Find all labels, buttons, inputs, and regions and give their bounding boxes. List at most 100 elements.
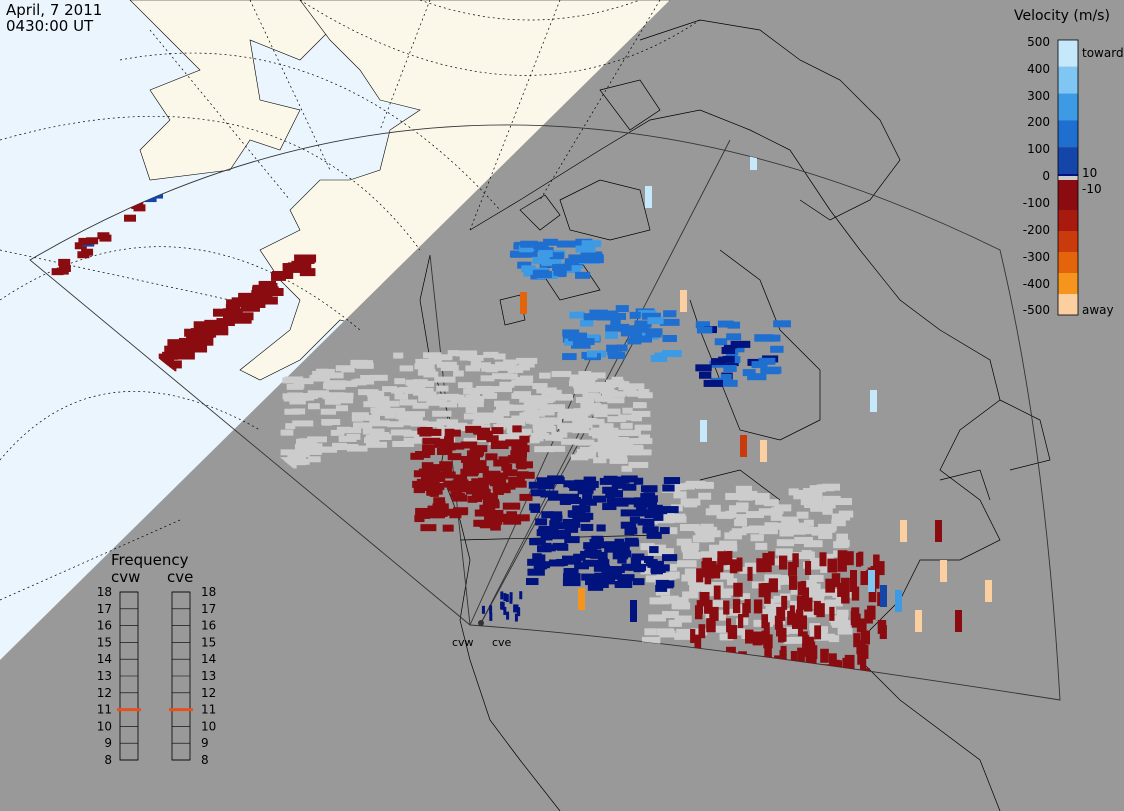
- scatter-cell: [783, 553, 795, 561]
- scatter-cell: [415, 451, 431, 459]
- scatter-cell: [481, 605, 485, 614]
- scatter-cell: [562, 329, 580, 337]
- scatter-cell: [722, 355, 735, 363]
- scatter-cell: [527, 558, 539, 566]
- colorbar-band: [1058, 273, 1078, 294]
- scatter-cell: [873, 554, 880, 569]
- scatter-cell: [447, 453, 462, 461]
- scatter-cell: [532, 256, 552, 264]
- scatter-cell: [565, 426, 583, 433]
- scatter-cell: [493, 353, 506, 360]
- scatter-cell: [294, 443, 311, 450]
- frequency-tick-label: 18: [97, 585, 112, 599]
- scatter-cell: [586, 417, 597, 424]
- scatter-cell: [552, 542, 567, 550]
- scatter-cell: [790, 587, 803, 595]
- scatter-cell: [810, 557, 822, 565]
- scatter-cell: [772, 577, 791, 585]
- scatter-cell: [645, 330, 662, 338]
- velocity-tick-label: -200: [1023, 223, 1050, 237]
- scatter-cell: [487, 492, 498, 500]
- scatter-cell: [336, 426, 351, 433]
- scatter-cell: [700, 420, 707, 442]
- scatter-cell: [620, 445, 637, 452]
- scatter-cell: [630, 449, 652, 456]
- scatter-cell: [713, 572, 734, 580]
- scatter-cell: [491, 427, 504, 435]
- scatter-cell: [537, 545, 552, 553]
- scatter-cell: [640, 543, 655, 551]
- scatter-cell: [726, 578, 738, 586]
- scatter-cell: [620, 550, 632, 558]
- scatter-cell: [572, 422, 593, 429]
- scatter-cell: [727, 321, 741, 329]
- scatter-cell: [636, 509, 654, 517]
- scatter-cell: [729, 530, 741, 538]
- scatter-cell: [536, 409, 555, 416]
- scatter-cell: [719, 633, 734, 641]
- scatter-cell: [682, 552, 701, 560]
- scatter-cell: [769, 522, 789, 530]
- scatter-cell: [573, 553, 586, 561]
- scatter-cell: [435, 500, 446, 508]
- scatter-cell: [592, 418, 605, 425]
- scatter-cell: [790, 522, 809, 530]
- scatter-cell: [607, 397, 625, 404]
- scatter-cell: [168, 344, 186, 353]
- scatter-cell: [804, 561, 812, 576]
- scatter-cell: [574, 387, 589, 394]
- scatter-cell: [726, 333, 742, 341]
- scatter-cell: [709, 504, 721, 512]
- scatter-cell: [543, 238, 558, 246]
- scatter-cell: [717, 558, 724, 573]
- scatter-cell: [763, 499, 779, 507]
- scatter-cell: [783, 636, 804, 644]
- scatter-cell: [502, 502, 521, 510]
- scatter-cell: [838, 510, 854, 518]
- scatter-cell: [791, 614, 801, 629]
- scatter-cell: [285, 423, 296, 430]
- scatter-cell: [725, 492, 742, 500]
- scatter-cell: [529, 503, 541, 511]
- scatter-cell: [574, 562, 589, 570]
- scatter-cell: [629, 516, 640, 524]
- scatter-cell: [351, 379, 367, 386]
- scatter-cell: [568, 334, 579, 342]
- scatter-cell: [764, 522, 778, 530]
- scatter-cell: [493, 423, 506, 430]
- scatter-cell: [301, 448, 322, 455]
- scatter-cell: [748, 525, 768, 533]
- scatter-cell: [521, 428, 532, 435]
- scatter-cell: [876, 561, 885, 576]
- scatter-cell: [677, 597, 689, 605]
- scatter-cell: [754, 334, 774, 342]
- scatter-cell: [456, 350, 478, 357]
- scatter-cell: [284, 462, 297, 469]
- scatter-cell: [415, 358, 433, 365]
- scatter-cell: [320, 408, 337, 415]
- scatter-cell: [442, 524, 454, 532]
- scatter-cell: [508, 476, 525, 484]
- scatter-cell: [585, 578, 598, 586]
- scatter-cell: [582, 494, 593, 502]
- scatter-cell: [692, 535, 709, 543]
- scatter-cell: [783, 626, 802, 634]
- scatter-cell: [499, 381, 515, 388]
- scatter-cell: [620, 422, 633, 429]
- scatter-cell: [506, 404, 523, 411]
- scatter-cell: [763, 634, 773, 649]
- scatter-cell: [814, 625, 822, 640]
- toward-label: toward: [1082, 46, 1124, 60]
- scatter-cell: [163, 360, 182, 369]
- scatter-cell: [773, 504, 792, 512]
- scatter-cell: [608, 572, 622, 580]
- colorbar-frame: [1057, 39, 1079, 316]
- scatter-cell: [324, 398, 341, 405]
- scatter-cell: [395, 413, 418, 420]
- scatter-cell: [666, 527, 678, 535]
- scatter-cell: [364, 414, 381, 421]
- scatter-cell: [761, 614, 779, 622]
- scatter-cell: [474, 489, 491, 497]
- scatter-cell: [610, 442, 629, 449]
- scatter-cell: [420, 524, 437, 532]
